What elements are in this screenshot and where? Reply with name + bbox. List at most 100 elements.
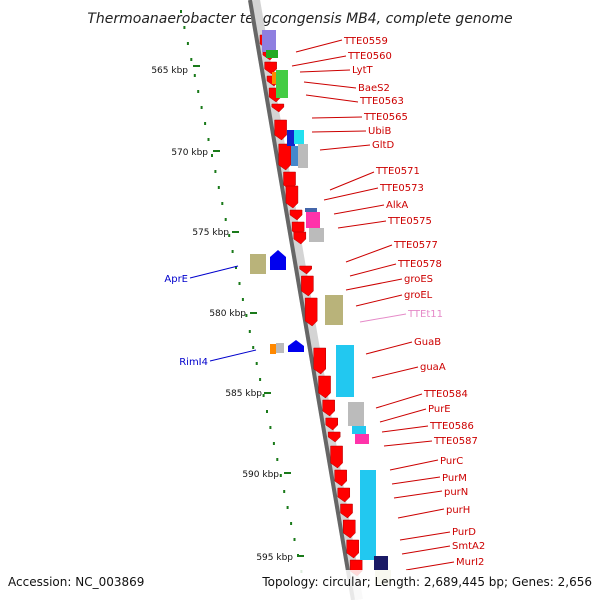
gene-label-TTE0563[interactable]: TTE0563	[305, 94, 404, 107]
gene-label-TTE0565[interactable]: TTE0565	[311, 112, 408, 123]
tick-label-575: 575 kbp	[192, 228, 229, 238]
gene-label-purH[interactable]: purH	[397, 505, 470, 519]
gene-label-text: PurD	[452, 527, 476, 538]
tick-585: 585 kbp	[225, 389, 271, 399]
gene-label-BaeS2[interactable]: BaeS2	[303, 81, 390, 94]
scale-dot	[262, 394, 265, 397]
gene-label-purN[interactable]: purN	[393, 487, 468, 499]
gene-label-text: TTE0573	[379, 183, 424, 194]
gene-arrow	[340, 503, 353, 519]
scale-dot	[245, 314, 248, 317]
aprE-box	[250, 254, 266, 274]
gene-arrow	[274, 119, 287, 141]
gene-label-TTE0587[interactable]: TTE0587	[383, 436, 478, 447]
scale-dot	[186, 42, 189, 45]
scale-dot	[228, 234, 231, 237]
gene-label-text: BaeS2	[358, 83, 390, 94]
gene-arrow	[318, 375, 331, 399]
gene-label-text: PurM	[442, 473, 467, 484]
footer-background	[0, 570, 600, 600]
gene-label-TTE0559[interactable]: TTE0559	[295, 36, 388, 53]
gene-label-text: TTE0571	[375, 166, 420, 177]
gene-label-PurE[interactable]: PurE	[379, 404, 451, 423]
gene-labels: TTE0559 TTE0560 LytT BaeS2 TTE0563 TTE05…	[291, 36, 485, 571]
gene-label-groES[interactable]: groES	[345, 274, 433, 291]
gene-arrow	[343, 519, 356, 539]
feature-box	[325, 295, 343, 325]
gene-label-groEL[interactable]: groEL	[355, 290, 433, 307]
gene-label-TTE0586[interactable]: TTE0586	[381, 421, 474, 433]
feature-box	[309, 228, 324, 242]
gene-label-text: TTE0563	[359, 96, 404, 107]
feature-box	[360, 470, 376, 560]
tick-565: 565 kbp	[151, 65, 200, 76]
tick-570: 570 kbp	[171, 148, 220, 158]
gene-label-text: purH	[446, 505, 470, 516]
gene-label-PurC[interactable]: PurC	[389, 456, 463, 471]
gene-label-text: TTE0578	[397, 259, 442, 270]
scale-dot	[183, 26, 186, 29]
gene-label-TTE0575[interactable]: TTE0575	[337, 216, 432, 229]
tick-label-580: 580 kbp	[209, 309, 246, 319]
gene-label-LytT[interactable]: LytT	[299, 65, 373, 76]
gene-arrow	[264, 61, 277, 75]
feature-box	[355, 434, 369, 444]
scale-dot	[286, 506, 289, 509]
gene-label-text: UbiB	[368, 126, 391, 137]
gene-label-text: TTE0577	[393, 240, 438, 251]
gene-label-AprE[interactable]: AprE	[164, 265, 239, 285]
gene-label-GltD[interactable]: GltD	[319, 140, 394, 151]
gene-label-PurM[interactable]: PurM	[391, 473, 467, 485]
gene-label-text: guaA	[420, 362, 446, 373]
scale-dot	[235, 266, 237, 269]
gene-label-guaA[interactable]: guaA	[371, 362, 446, 379]
feature-box	[287, 130, 295, 146]
scale-dot	[290, 522, 293, 525]
gene-label-text: PurE	[428, 404, 451, 415]
gene-label-text: AlkA	[386, 200, 408, 211]
scale-dot	[204, 122, 207, 125]
gene-label-AlkA[interactable]: AlkA	[333, 200, 408, 215]
gene-label-TTE0577[interactable]: TTE0577	[345, 240, 438, 263]
genome-stats-text: Topology: circular; Length: 2,689,445 bp…	[261, 575, 592, 589]
feature-box	[276, 70, 288, 98]
gene-label-text: TTEt11	[407, 309, 443, 320]
gene-label-GuaB[interactable]: GuaB	[365, 337, 441, 355]
gene-arrow	[327, 431, 341, 443]
gene-label-TTE0571[interactable]: TTE0571	[329, 166, 420, 191]
scale-dot	[276, 458, 279, 461]
gene-label-TTE0578[interactable]: TTE0578	[349, 259, 442, 277]
gene-arrow	[325, 417, 339, 431]
gene-label-MurI2[interactable]: MurI2	[405, 557, 484, 571]
gene-label-text: TTE0587	[433, 436, 478, 447]
rimI4-box	[270, 344, 276, 354]
scale-dot	[224, 218, 227, 221]
gene-label-TTE0584[interactable]: TTE0584	[375, 389, 468, 409]
feature-box	[348, 402, 364, 426]
feature-box	[374, 556, 388, 570]
gene-label-RimI4[interactable]: RimI4	[179, 349, 257, 368]
scale-dot	[255, 362, 258, 365]
scale-dot	[248, 330, 251, 333]
scale-dot	[269, 426, 272, 429]
tick-580: 580 kbp	[209, 309, 257, 319]
gene-arrow	[299, 265, 312, 275]
gene-label-text: TTE0584	[423, 389, 468, 400]
scale-dot	[207, 138, 210, 141]
scale-dot	[211, 154, 213, 157]
scale-dot	[293, 538, 296, 541]
feature-box	[294, 130, 304, 144]
gene-label-UbiB[interactable]: UbiB	[311, 126, 391, 137]
gene-label-TTE0573[interactable]: TTE0573	[323, 183, 424, 201]
scale-dot	[200, 106, 203, 109]
rimI4-arrow	[288, 340, 304, 352]
tick-595: 595 kbp	[256, 553, 304, 563]
gene-label-TTE0560[interactable]: TTE0560	[291, 51, 392, 67]
gene-label-text: TTE0560	[347, 51, 392, 62]
gene-arrow	[278, 143, 291, 171]
gene-label-text: RimI4	[179, 357, 208, 368]
gene-label-PurD[interactable]: PurD	[399, 527, 476, 541]
gene-label-SmtA2[interactable]: SmtA2	[401, 541, 485, 555]
gene-label-TTEt11[interactable]: TTEt11	[359, 309, 443, 323]
